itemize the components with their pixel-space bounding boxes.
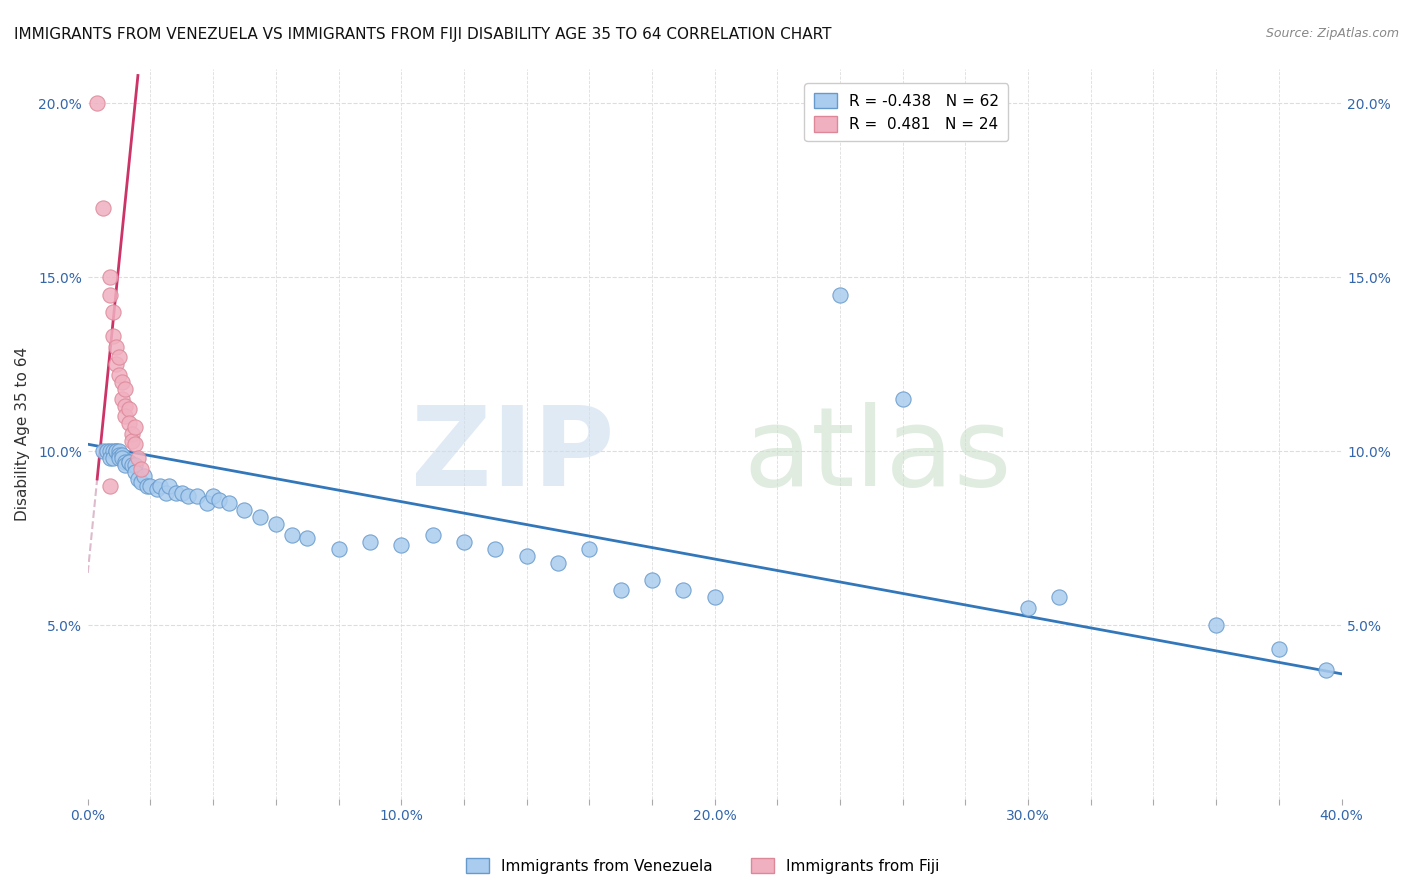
Point <box>117 455 139 469</box>
Point <box>170 486 193 500</box>
Point <box>121 434 143 448</box>
Point <box>114 399 136 413</box>
Point <box>1205 618 1227 632</box>
Point <box>328 541 350 556</box>
Point <box>389 538 412 552</box>
Point <box>703 591 725 605</box>
Point <box>155 486 177 500</box>
Point <box>98 270 121 285</box>
Legend: Immigrants from Venezuela, Immigrants from Fiji: Immigrants from Venezuela, Immigrants fr… <box>460 852 946 880</box>
Point <box>124 458 146 472</box>
Point <box>117 417 139 431</box>
Point <box>124 420 146 434</box>
Text: ZIP: ZIP <box>411 402 614 509</box>
Point <box>108 451 131 466</box>
Point <box>422 527 444 541</box>
Point <box>104 340 127 354</box>
Point <box>108 368 131 382</box>
Y-axis label: Disability Age 35 to 64: Disability Age 35 to 64 <box>15 347 30 521</box>
Point <box>233 503 256 517</box>
Point <box>1017 600 1039 615</box>
Point <box>516 549 538 563</box>
Point <box>86 96 108 111</box>
Point <box>1049 591 1071 605</box>
Point <box>101 305 124 319</box>
Legend: R = -0.438   N = 62, R =  0.481   N = 24: R = -0.438 N = 62, R = 0.481 N = 24 <box>804 84 1008 142</box>
Point <box>264 517 287 532</box>
Point <box>96 444 118 458</box>
Point <box>124 437 146 451</box>
Point <box>121 426 143 441</box>
Point <box>609 583 631 598</box>
Point <box>114 409 136 424</box>
Point <box>117 455 139 469</box>
Point <box>218 496 240 510</box>
Point <box>208 492 231 507</box>
Point <box>101 451 124 466</box>
Point <box>129 461 152 475</box>
Point <box>117 402 139 417</box>
Point <box>149 479 172 493</box>
Point <box>165 486 187 500</box>
Point <box>108 444 131 458</box>
Point <box>104 444 127 458</box>
Point <box>139 479 162 493</box>
Point <box>129 475 152 490</box>
Point <box>98 287 121 301</box>
Point <box>101 444 124 458</box>
Point <box>1268 642 1291 657</box>
Point <box>114 458 136 472</box>
Point <box>202 490 225 504</box>
Point <box>114 382 136 396</box>
Point <box>111 375 134 389</box>
Point <box>249 510 271 524</box>
Point <box>145 483 167 497</box>
Point <box>295 531 318 545</box>
Text: atlas: atlas <box>744 402 1012 509</box>
Point <box>114 455 136 469</box>
Point <box>127 472 149 486</box>
Point <box>93 444 115 458</box>
Point <box>484 541 506 556</box>
Point <box>108 351 131 365</box>
Point <box>121 458 143 472</box>
Point <box>98 451 121 466</box>
Point <box>177 490 200 504</box>
Point <box>136 479 159 493</box>
Point <box>195 496 218 510</box>
Point <box>111 448 134 462</box>
Point <box>134 468 156 483</box>
Point <box>98 479 121 493</box>
Point <box>104 444 127 458</box>
Text: Source: ZipAtlas.com: Source: ZipAtlas.com <box>1265 27 1399 40</box>
Point <box>359 534 381 549</box>
Point <box>157 479 180 493</box>
Point <box>98 444 121 458</box>
Point <box>124 465 146 479</box>
Point <box>111 451 134 466</box>
Point <box>547 556 569 570</box>
Point <box>578 541 600 556</box>
Point <box>891 392 914 406</box>
Point <box>828 287 851 301</box>
Point <box>111 392 134 406</box>
Point <box>453 534 475 549</box>
Point <box>1315 664 1337 678</box>
Point <box>641 573 664 587</box>
Point <box>108 448 131 462</box>
Point <box>280 527 302 541</box>
Point <box>93 201 115 215</box>
Text: IMMIGRANTS FROM VENEZUELA VS IMMIGRANTS FROM FIJI DISABILITY AGE 35 TO 64 CORREL: IMMIGRANTS FROM VENEZUELA VS IMMIGRANTS … <box>14 27 831 42</box>
Point <box>127 451 149 466</box>
Point <box>104 357 127 371</box>
Point <box>672 583 695 598</box>
Point <box>101 329 124 343</box>
Point <box>186 490 208 504</box>
